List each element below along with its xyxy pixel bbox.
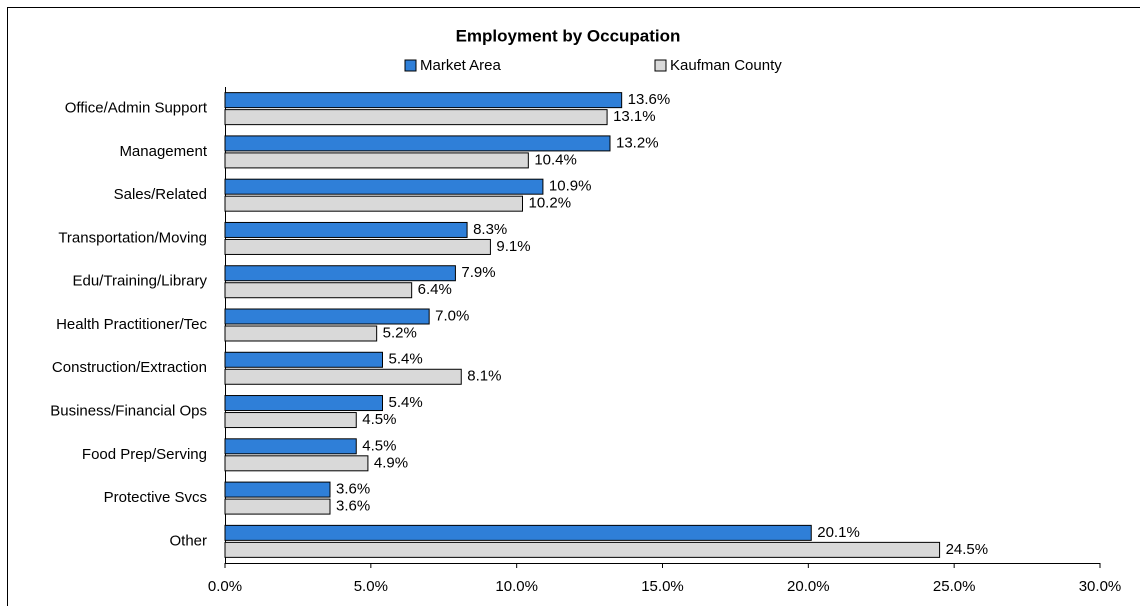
x-tick-label: 5.0% xyxy=(354,578,388,595)
value-label: 10.2% xyxy=(529,195,572,212)
y-tick-label: Transportation/Moving xyxy=(58,229,207,246)
value-label: 5.2% xyxy=(383,324,417,341)
value-label: 4.9% xyxy=(374,454,408,471)
legend-label: Kaufman County xyxy=(670,57,782,74)
x-tick-label: 30.0% xyxy=(1079,578,1122,595)
value-label: 13.6% xyxy=(628,91,671,108)
value-label: 3.6% xyxy=(336,481,370,498)
bar xyxy=(224,265,456,282)
bar xyxy=(224,109,608,126)
bar xyxy=(224,92,623,109)
value-label: 3.6% xyxy=(336,498,370,515)
bar xyxy=(224,498,331,515)
value-label: 20.1% xyxy=(817,524,860,541)
bar xyxy=(224,195,523,212)
y-tick-label: Protective Svcs xyxy=(104,489,207,506)
bar xyxy=(224,282,413,299)
x-tick-label: 25.0% xyxy=(933,578,976,595)
value-label: 9.1% xyxy=(496,238,530,255)
bar xyxy=(224,368,462,385)
x-tick-label: 20.0% xyxy=(787,578,830,595)
value-label: 10.4% xyxy=(534,151,577,168)
value-label: 5.4% xyxy=(389,394,423,411)
bar xyxy=(224,351,383,368)
value-label: 4.5% xyxy=(362,437,396,454)
value-label: 13.2% xyxy=(616,134,659,151)
bar xyxy=(224,481,331,498)
bar xyxy=(224,455,369,472)
value-label: 8.3% xyxy=(473,221,507,238)
bar xyxy=(224,524,812,541)
bar xyxy=(224,412,357,429)
y-tick-label: Other xyxy=(169,532,207,549)
y-tick-label: Management xyxy=(119,143,207,160)
value-label: 6.4% xyxy=(418,281,452,298)
value-label: 4.5% xyxy=(362,411,396,428)
bar xyxy=(224,135,611,152)
chart-title: Employment by Occupation xyxy=(456,26,681,45)
y-tick-label: Office/Admin Support xyxy=(65,100,208,117)
legend-swatch xyxy=(404,59,417,72)
bar xyxy=(224,178,544,195)
bar xyxy=(224,541,941,558)
legend-swatch xyxy=(654,59,667,72)
value-label: 7.9% xyxy=(461,264,495,281)
value-label: 10.9% xyxy=(549,178,592,195)
bar xyxy=(224,325,378,342)
value-label: 8.1% xyxy=(467,368,501,385)
x-tick-label: 15.0% xyxy=(641,578,684,595)
value-label: 24.5% xyxy=(946,541,989,558)
x-tick-label: 10.0% xyxy=(495,578,538,595)
bar xyxy=(224,308,430,325)
y-tick-label: Construction/Extraction xyxy=(52,359,207,376)
y-tick-label: Sales/Related xyxy=(114,186,207,203)
bar xyxy=(224,238,491,255)
legend-label: Market Area xyxy=(420,57,502,74)
bar xyxy=(224,221,468,238)
value-label: 13.1% xyxy=(613,108,656,125)
bar xyxy=(224,395,383,412)
y-tick-label: Edu/Training/Library xyxy=(72,273,207,290)
value-label: 5.4% xyxy=(389,351,423,368)
y-tick-label: Food Prep/Serving xyxy=(82,446,207,463)
y-tick-label: Business/Financial Ops xyxy=(50,403,207,420)
x-tick-label: 0.0% xyxy=(208,578,242,595)
bar xyxy=(224,152,529,169)
value-label: 7.0% xyxy=(435,307,469,324)
bar xyxy=(224,438,357,455)
y-tick-label: Health Practitioner/Tec xyxy=(56,316,207,333)
